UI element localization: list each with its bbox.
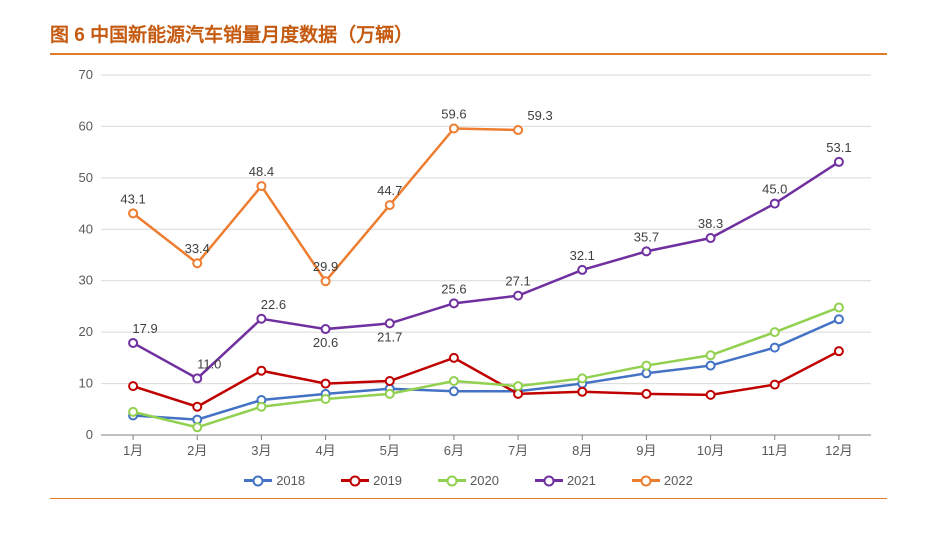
svg-text:10月: 10月 bbox=[697, 443, 724, 458]
legend-item: 2020 bbox=[438, 473, 499, 488]
svg-text:8月: 8月 bbox=[572, 443, 592, 458]
svg-text:10: 10 bbox=[79, 376, 93, 391]
legend-item: 2019 bbox=[341, 473, 402, 488]
svg-text:11.0: 11.0 bbox=[197, 356, 221, 371]
legend-label: 2021 bbox=[567, 473, 596, 488]
svg-text:12月: 12月 bbox=[825, 443, 852, 458]
title-rule bbox=[50, 53, 887, 55]
svg-text:9月: 9月 bbox=[636, 443, 656, 458]
legend-label: 2019 bbox=[373, 473, 402, 488]
plot-area: 0 10 20 30 40 50 60 70 1月 2月 3月 4月 5月 6月 7月 8月 9月 10月 11月 1… bbox=[50, 65, 887, 465]
svg-text:20: 20 bbox=[79, 324, 93, 339]
legend-swatch bbox=[438, 479, 466, 482]
svg-text:60: 60 bbox=[79, 118, 93, 133]
svg-text:33.4: 33.4 bbox=[185, 241, 210, 256]
svg-text:48.4: 48.4 bbox=[249, 164, 274, 179]
svg-text:6月: 6月 bbox=[444, 443, 464, 458]
svg-text:20.6: 20.6 bbox=[313, 335, 338, 350]
svg-text:17.9: 17.9 bbox=[132, 321, 157, 336]
svg-text:1月: 1月 bbox=[123, 443, 143, 458]
svg-text:35.7: 35.7 bbox=[634, 229, 659, 244]
svg-text:22.6: 22.6 bbox=[261, 297, 286, 312]
svg-text:40: 40 bbox=[79, 221, 93, 236]
chart-container: 图 6 中国新能源汽车销量月度数据（万辆） 0 10 20 30 40 50 60 70 1月 2… bbox=[0, 0, 927, 524]
svg-text:4月: 4月 bbox=[315, 443, 335, 458]
legend-swatch bbox=[244, 479, 272, 482]
svg-text:27.1: 27.1 bbox=[505, 274, 530, 289]
svg-text:44.7: 44.7 bbox=[377, 183, 402, 198]
bottom-rule bbox=[50, 498, 887, 499]
svg-text:32.1: 32.1 bbox=[570, 248, 595, 263]
svg-text:30: 30 bbox=[79, 273, 93, 288]
legend-label: 2020 bbox=[470, 473, 499, 488]
legend-swatch bbox=[535, 479, 563, 482]
legend-item: 2018 bbox=[244, 473, 305, 488]
svg-text:45.0: 45.0 bbox=[762, 182, 787, 197]
svg-text:2月: 2月 bbox=[187, 443, 207, 458]
svg-text:21.7: 21.7 bbox=[377, 329, 402, 344]
svg-text:43.1: 43.1 bbox=[120, 191, 145, 206]
svg-text:3月: 3月 bbox=[251, 443, 271, 458]
svg-text:0: 0 bbox=[86, 427, 93, 442]
svg-text:50: 50 bbox=[79, 170, 93, 185]
svg-text:70: 70 bbox=[79, 67, 93, 82]
svg-text:59.6: 59.6 bbox=[441, 106, 466, 121]
legend-label: 2022 bbox=[664, 473, 693, 488]
legend-item: 2021 bbox=[535, 473, 596, 488]
legend-swatch bbox=[341, 479, 369, 482]
svg-text:11月: 11月 bbox=[762, 443, 789, 458]
svg-text:59.3: 59.3 bbox=[527, 108, 552, 123]
svg-text:25.6: 25.6 bbox=[441, 281, 466, 296]
legend-label: 2018 bbox=[276, 473, 305, 488]
svg-text:38.3: 38.3 bbox=[698, 216, 723, 231]
chart-title: 图 6 中国新能源汽车销量月度数据（万辆） bbox=[50, 20, 887, 47]
plot-svg: 0 10 20 30 40 50 60 70 1月 2月 3月 4月 5月 6月 7月 8月 9月 10月 11月 1… bbox=[50, 65, 887, 465]
svg-text:7月: 7月 bbox=[508, 443, 528, 458]
svg-text:5月: 5月 bbox=[380, 443, 400, 458]
svg-text:29.9: 29.9 bbox=[313, 259, 338, 274]
legend-item: 2022 bbox=[632, 473, 693, 488]
legend-swatch bbox=[632, 479, 660, 482]
legend: 2018 2019 2020 2021 2022 bbox=[50, 473, 887, 488]
svg-text:53.1: 53.1 bbox=[826, 140, 851, 155]
